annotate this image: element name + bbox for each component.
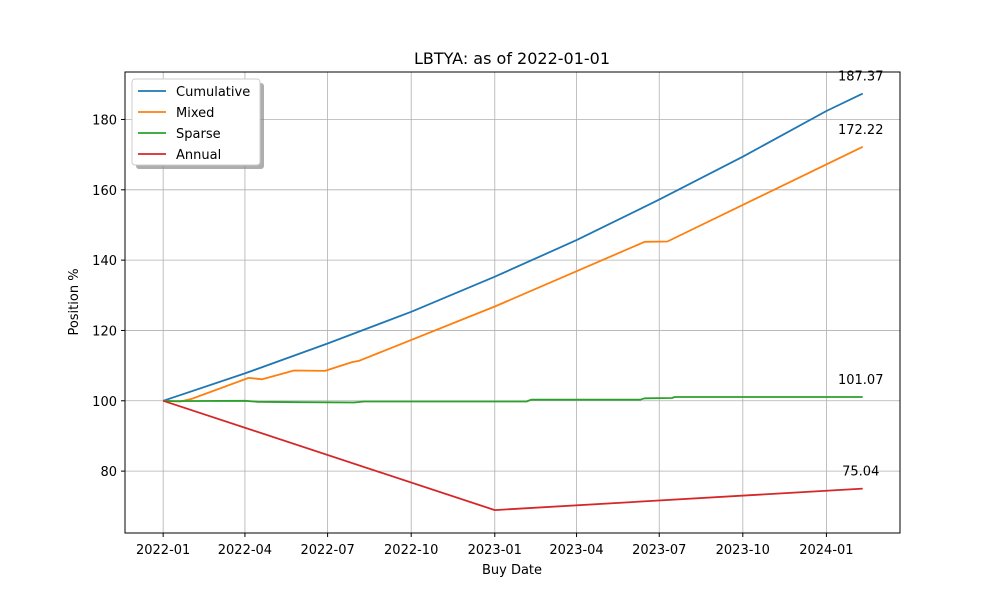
- end-label-cumulative: 187.37: [838, 70, 884, 85]
- x-tick-label: 2022-04: [218, 543, 272, 558]
- series-line-annual: [162, 399, 863, 512]
- y-axis-label: Position %: [67, 268, 82, 335]
- axis-ticks: 2022-01 2022-04 2022-07 2022-10 2023-01 2023-…: [92, 113, 853, 558]
- y-tick-label: 100: [92, 395, 117, 410]
- series-line-sparse: [163, 396, 863, 404]
- x-tick-label: 2023-07: [632, 543, 686, 558]
- y-tick-label: 120: [92, 324, 117, 339]
- series-lines: [162, 92, 864, 512]
- legend-label-sparse: Sparse: [176, 127, 221, 142]
- y-tick-label: 140: [92, 254, 117, 269]
- legend-label-annual: Annual: [176, 148, 221, 163]
- legend-box: [131, 78, 261, 166]
- legend-label-mixed: Mixed: [176, 106, 214, 121]
- y-tick-label: 160: [92, 184, 117, 199]
- y-tick-label: 180: [92, 113, 117, 128]
- x-tick-label: 2023-04: [549, 543, 603, 558]
- x-tick-label: 2023-10: [716, 543, 770, 558]
- x-tick-label: 2023-01: [468, 543, 522, 558]
- legend-items: Cumulative Mixed Sparse Annual: [138, 85, 250, 163]
- x-tick-label: 2022-07: [300, 543, 354, 558]
- end-label-annual: 75.04: [842, 465, 879, 480]
- end-label-mixed: 172.22: [838, 123, 884, 138]
- legend: Cumulative Mixed Sparse Annual: [131, 78, 264, 169]
- series-line-cumulative: [162, 92, 864, 402]
- x-tick-label: 2024-01: [799, 543, 853, 558]
- x-tick-label: 2022-01: [136, 543, 190, 558]
- y-tick-label: 80: [100, 465, 117, 480]
- x-axis-label: Buy Date: [482, 563, 542, 578]
- series-line-mixed: [163, 145, 864, 403]
- end-labels: 187.37 172.22 101.07 75.04: [838, 70, 884, 480]
- chart-title: LBTYA: as of 2022-01-01: [414, 49, 610, 68]
- end-label-sparse: 101.07: [838, 373, 884, 388]
- legend-label-cumulative: Cumulative: [176, 85, 250, 100]
- x-tick-label: 2022-10: [384, 543, 438, 558]
- plot-frame: [124, 71, 901, 534]
